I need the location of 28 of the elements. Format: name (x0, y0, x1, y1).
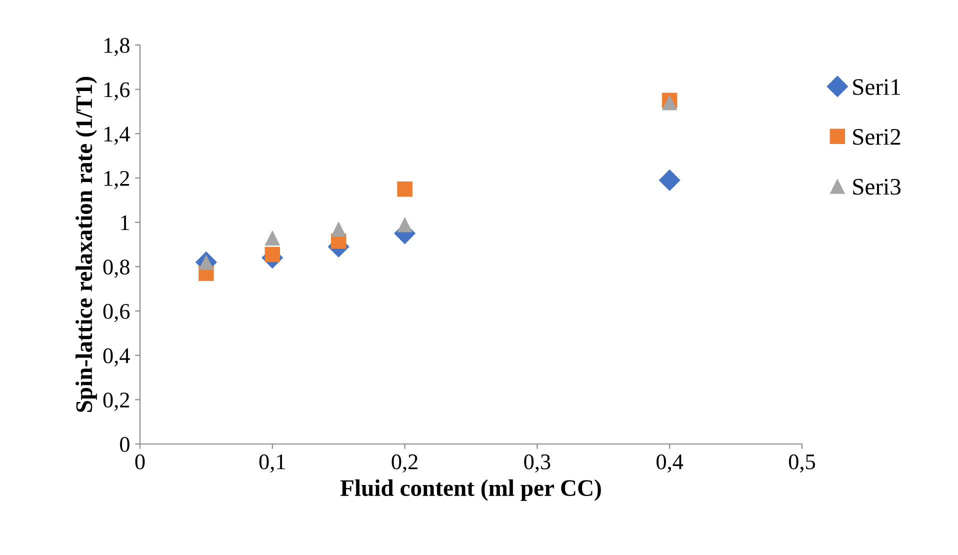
legend-label: Seri1 (853, 79, 900, 95)
y-tick-label: 0,6 (103, 304, 130, 322)
y-tick-label: 0 (120, 436, 130, 452)
point (658, 169, 680, 192)
legend-label: Seri3 (853, 178, 900, 195)
x-tick-label: 0,4 (656, 454, 684, 473)
y-tick-label: 1,6 (104, 82, 130, 100)
point (264, 246, 280, 262)
y-tick-label: 0,8 (103, 260, 130, 278)
x-tick-label: 0,1 (259, 454, 285, 473)
x-tick-label: 0,2 (392, 454, 418, 473)
x-tick-label: 0,5 (788, 454, 816, 473)
x-tick-label: 0,3 (524, 454, 550, 473)
y-tick-label: 1,2 (104, 170, 130, 190)
point (397, 181, 412, 197)
legend-label: Seri2 (853, 129, 900, 145)
point (264, 230, 280, 246)
y-tick-label: 1 (121, 215, 129, 230)
x-axis-title: Fluid content (ml per CC) (340, 479, 601, 501)
y-tick-label: 0,2 (103, 392, 130, 411)
point (397, 216, 412, 232)
y-tick-label: 1,8 (104, 38, 130, 56)
point (330, 221, 346, 237)
x-tick-label: 0 (135, 454, 145, 470)
y-axis-title: Spin-lattice relaxation rate (1/T1) (76, 76, 97, 412)
point (198, 254, 214, 270)
y-tick-label: 1,4 (104, 126, 130, 145)
y-tick-label: 0,4 (103, 348, 130, 366)
